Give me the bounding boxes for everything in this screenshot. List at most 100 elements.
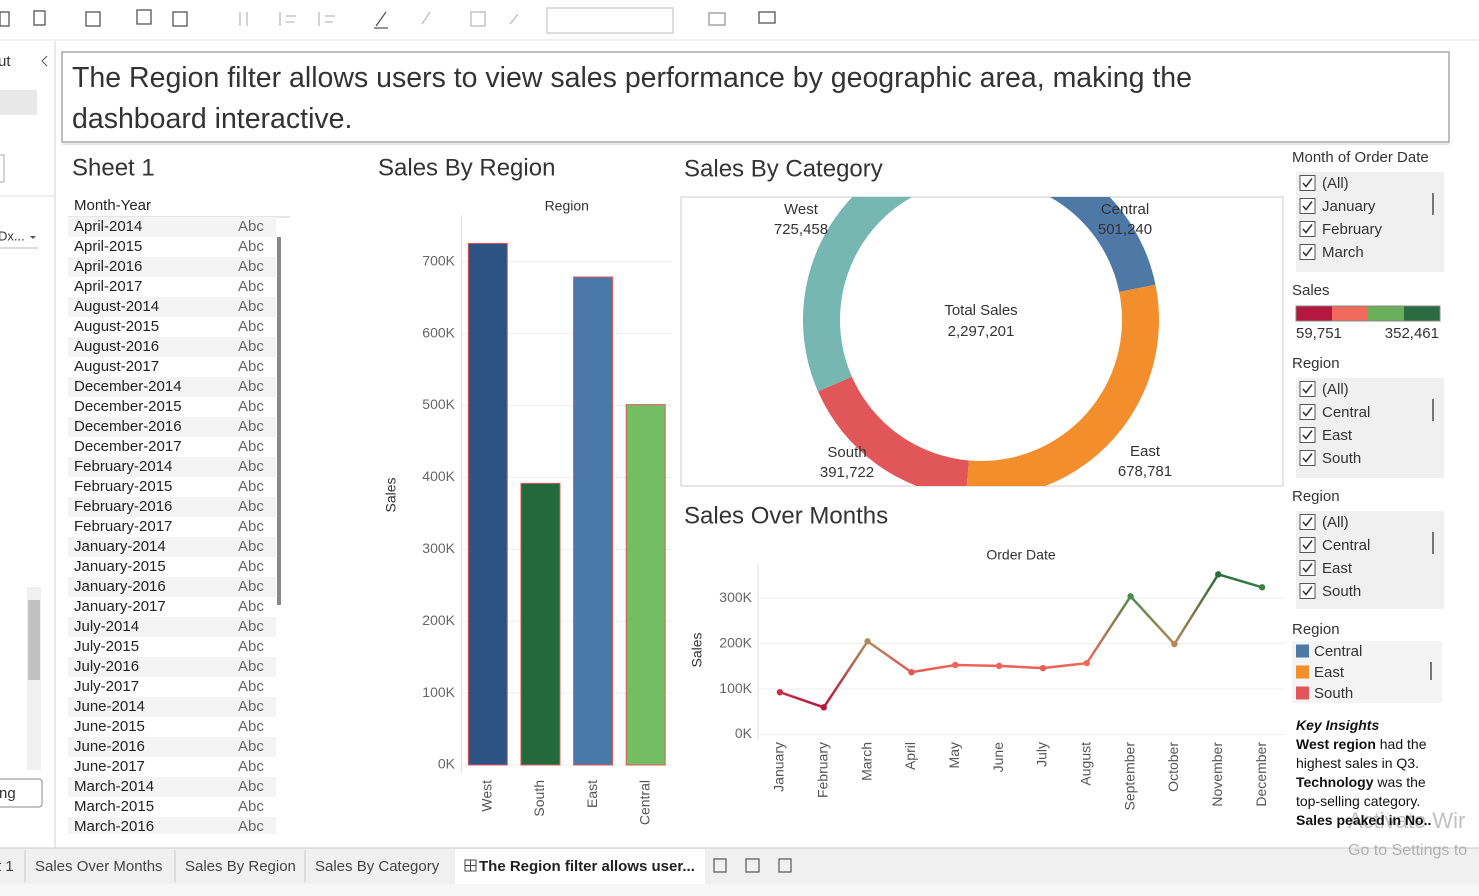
y-tick-label: 200K — [422, 612, 455, 628]
row-label: February-2016 — [74, 498, 172, 515]
toolbar-icon[interactable] — [239, 12, 248, 26]
option-label: March — [1322, 244, 1364, 261]
tab[interactable]: The Region filter allows user... — [455, 849, 705, 884]
header-text: The Region filter allows users to view s… — [72, 62, 1192, 135]
filter-option[interactable]: Central — [1299, 537, 1370, 554]
new-sheet[interactable] — [713, 858, 727, 873]
collapse-button[interactable] — [41, 55, 48, 67]
filter-option[interactable]: East — [1299, 560, 1353, 577]
row-label: July-2015 — [74, 638, 139, 655]
option-label: Central — [1322, 404, 1370, 421]
toolbar-icon[interactable] — [318, 12, 335, 26]
checkbox — [1299, 198, 1316, 214]
tab[interactable]: Sales By Region — [174, 850, 296, 882]
toolbar-icon[interactable] — [374, 11, 388, 29]
tab[interactable]: t 1 — [0, 858, 14, 875]
toolbar-icon[interactable] — [85, 11, 101, 27]
x-tick-label: East — [584, 780, 600, 808]
row-label: December-2015 — [74, 398, 182, 415]
filter-option[interactable]: South — [1299, 583, 1361, 600]
row-label: February-2014 — [74, 458, 172, 475]
filter-title: Region — [1292, 355, 1340, 372]
row-value: Abc — [238, 758, 264, 775]
toolbar-icons — [0, 7, 776, 34]
filter-option[interactable]: February — [1299, 221, 1383, 238]
point — [1215, 571, 1222, 578]
filter-option[interactable]: East — [1299, 427, 1353, 444]
row-label: April-2014 — [74, 218, 142, 235]
option-label: (All) — [1322, 381, 1349, 398]
filter-option[interactable]: Central — [1299, 404, 1370, 421]
bar — [625, 404, 666, 766]
filter-option[interactable]: (All) — [1299, 175, 1349, 192]
sidebar-input[interactable] — [0, 154, 5, 183]
scrollbar-thumb[interactable] — [28, 600, 40, 680]
tabs: t 1 Sales Over Months Sales By Region Sales… — [0, 849, 705, 884]
bar — [467, 242, 508, 766]
legend-min: 59,751 — [1296, 325, 1342, 342]
checkbox — [1299, 450, 1316, 466]
row-value: Abc — [238, 378, 264, 395]
sidebar-dropdown[interactable]: Dx... — [0, 228, 25, 243]
x-tick-label: March — [858, 742, 874, 781]
toolbar-icon[interactable] — [33, 10, 46, 26]
new-story[interactable] — [778, 858, 792, 873]
y-tick-label: 0K — [735, 725, 753, 741]
toolbar-icon[interactable] — [509, 13, 519, 25]
option-label: South — [1322, 450, 1361, 467]
row-band — [68, 617, 276, 637]
filter-option[interactable]: March — [1299, 244, 1364, 261]
new-dashboard[interactable] — [745, 858, 760, 873]
toolbar-icon[interactable] — [0, 11, 10, 27]
legend-swatch — [1368, 306, 1404, 321]
slice-value: 678,781 — [1118, 463, 1172, 480]
x-tick-label: July — [1034, 742, 1050, 767]
legend-max: 352,461 — [1385, 325, 1439, 342]
toolbar-dropdown[interactable] — [546, 7, 674, 34]
chart-header: Region — [545, 198, 589, 214]
toolbar-icon[interactable] — [136, 9, 152, 25]
row-band — [68, 817, 276, 834]
row-value: Abc — [238, 818, 264, 835]
toolbar-icon[interactable] — [470, 11, 486, 27]
y-tick-label: 100K — [422, 684, 455, 700]
row-band — [68, 257, 276, 277]
slice-label: East — [1130, 443, 1161, 460]
row-value: Abc — [238, 538, 264, 555]
toolbar-icon[interactable] — [172, 11, 188, 27]
filter-option[interactable]: (All) — [1299, 381, 1349, 398]
toolbar-icon[interactable] — [279, 12, 296, 26]
tab-active-bg — [455, 849, 705, 884]
sheet-scrollbar[interactable] — [277, 237, 281, 605]
row-label: March-2015 — [74, 798, 154, 815]
row-value: Abc — [238, 418, 264, 435]
point — [952, 661, 959, 669]
toolbar-icon[interactable] — [421, 11, 431, 25]
legend-swatch — [1296, 306, 1332, 321]
filter-option[interactable]: January — [1299, 198, 1376, 215]
tab-icon — [464, 859, 477, 872]
toolbar-icon[interactable] — [708, 12, 726, 26]
sheet-rows: April-2014 Abc April-2015 Abc April-2016 Abc A… — [68, 217, 276, 835]
row-value: Abc — [238, 618, 264, 635]
row-value: Abc — [238, 318, 264, 335]
filter-option[interactable]: South — [1299, 450, 1361, 467]
row-label: August-2015 — [74, 318, 159, 335]
point — [995, 662, 1003, 670]
x-tick-label: December — [1253, 742, 1269, 807]
x-tick-label: West — [479, 780, 495, 812]
toolbar-icon[interactable] — [758, 11, 776, 24]
tab[interactable]: Sales By Category — [304, 850, 440, 882]
sidebar-button[interactable] — [0, 778, 43, 808]
checkbox — [1299, 175, 1316, 191]
row-label: June-2015 — [74, 718, 145, 735]
checkmark — [1302, 453, 1313, 463]
filter-option[interactable]: (All) — [1299, 514, 1349, 531]
insight-run: had the highest sales in Q3. — [1296, 736, 1431, 771]
donut-slice — [817, 376, 969, 486]
filter-scrollbar — [1432, 532, 1434, 554]
tab-label: Sales By Category — [315, 858, 440, 875]
checkmark — [1302, 430, 1313, 440]
tab[interactable]: Sales Over Months — [24, 850, 163, 882]
option-label: South — [1322, 583, 1361, 600]
